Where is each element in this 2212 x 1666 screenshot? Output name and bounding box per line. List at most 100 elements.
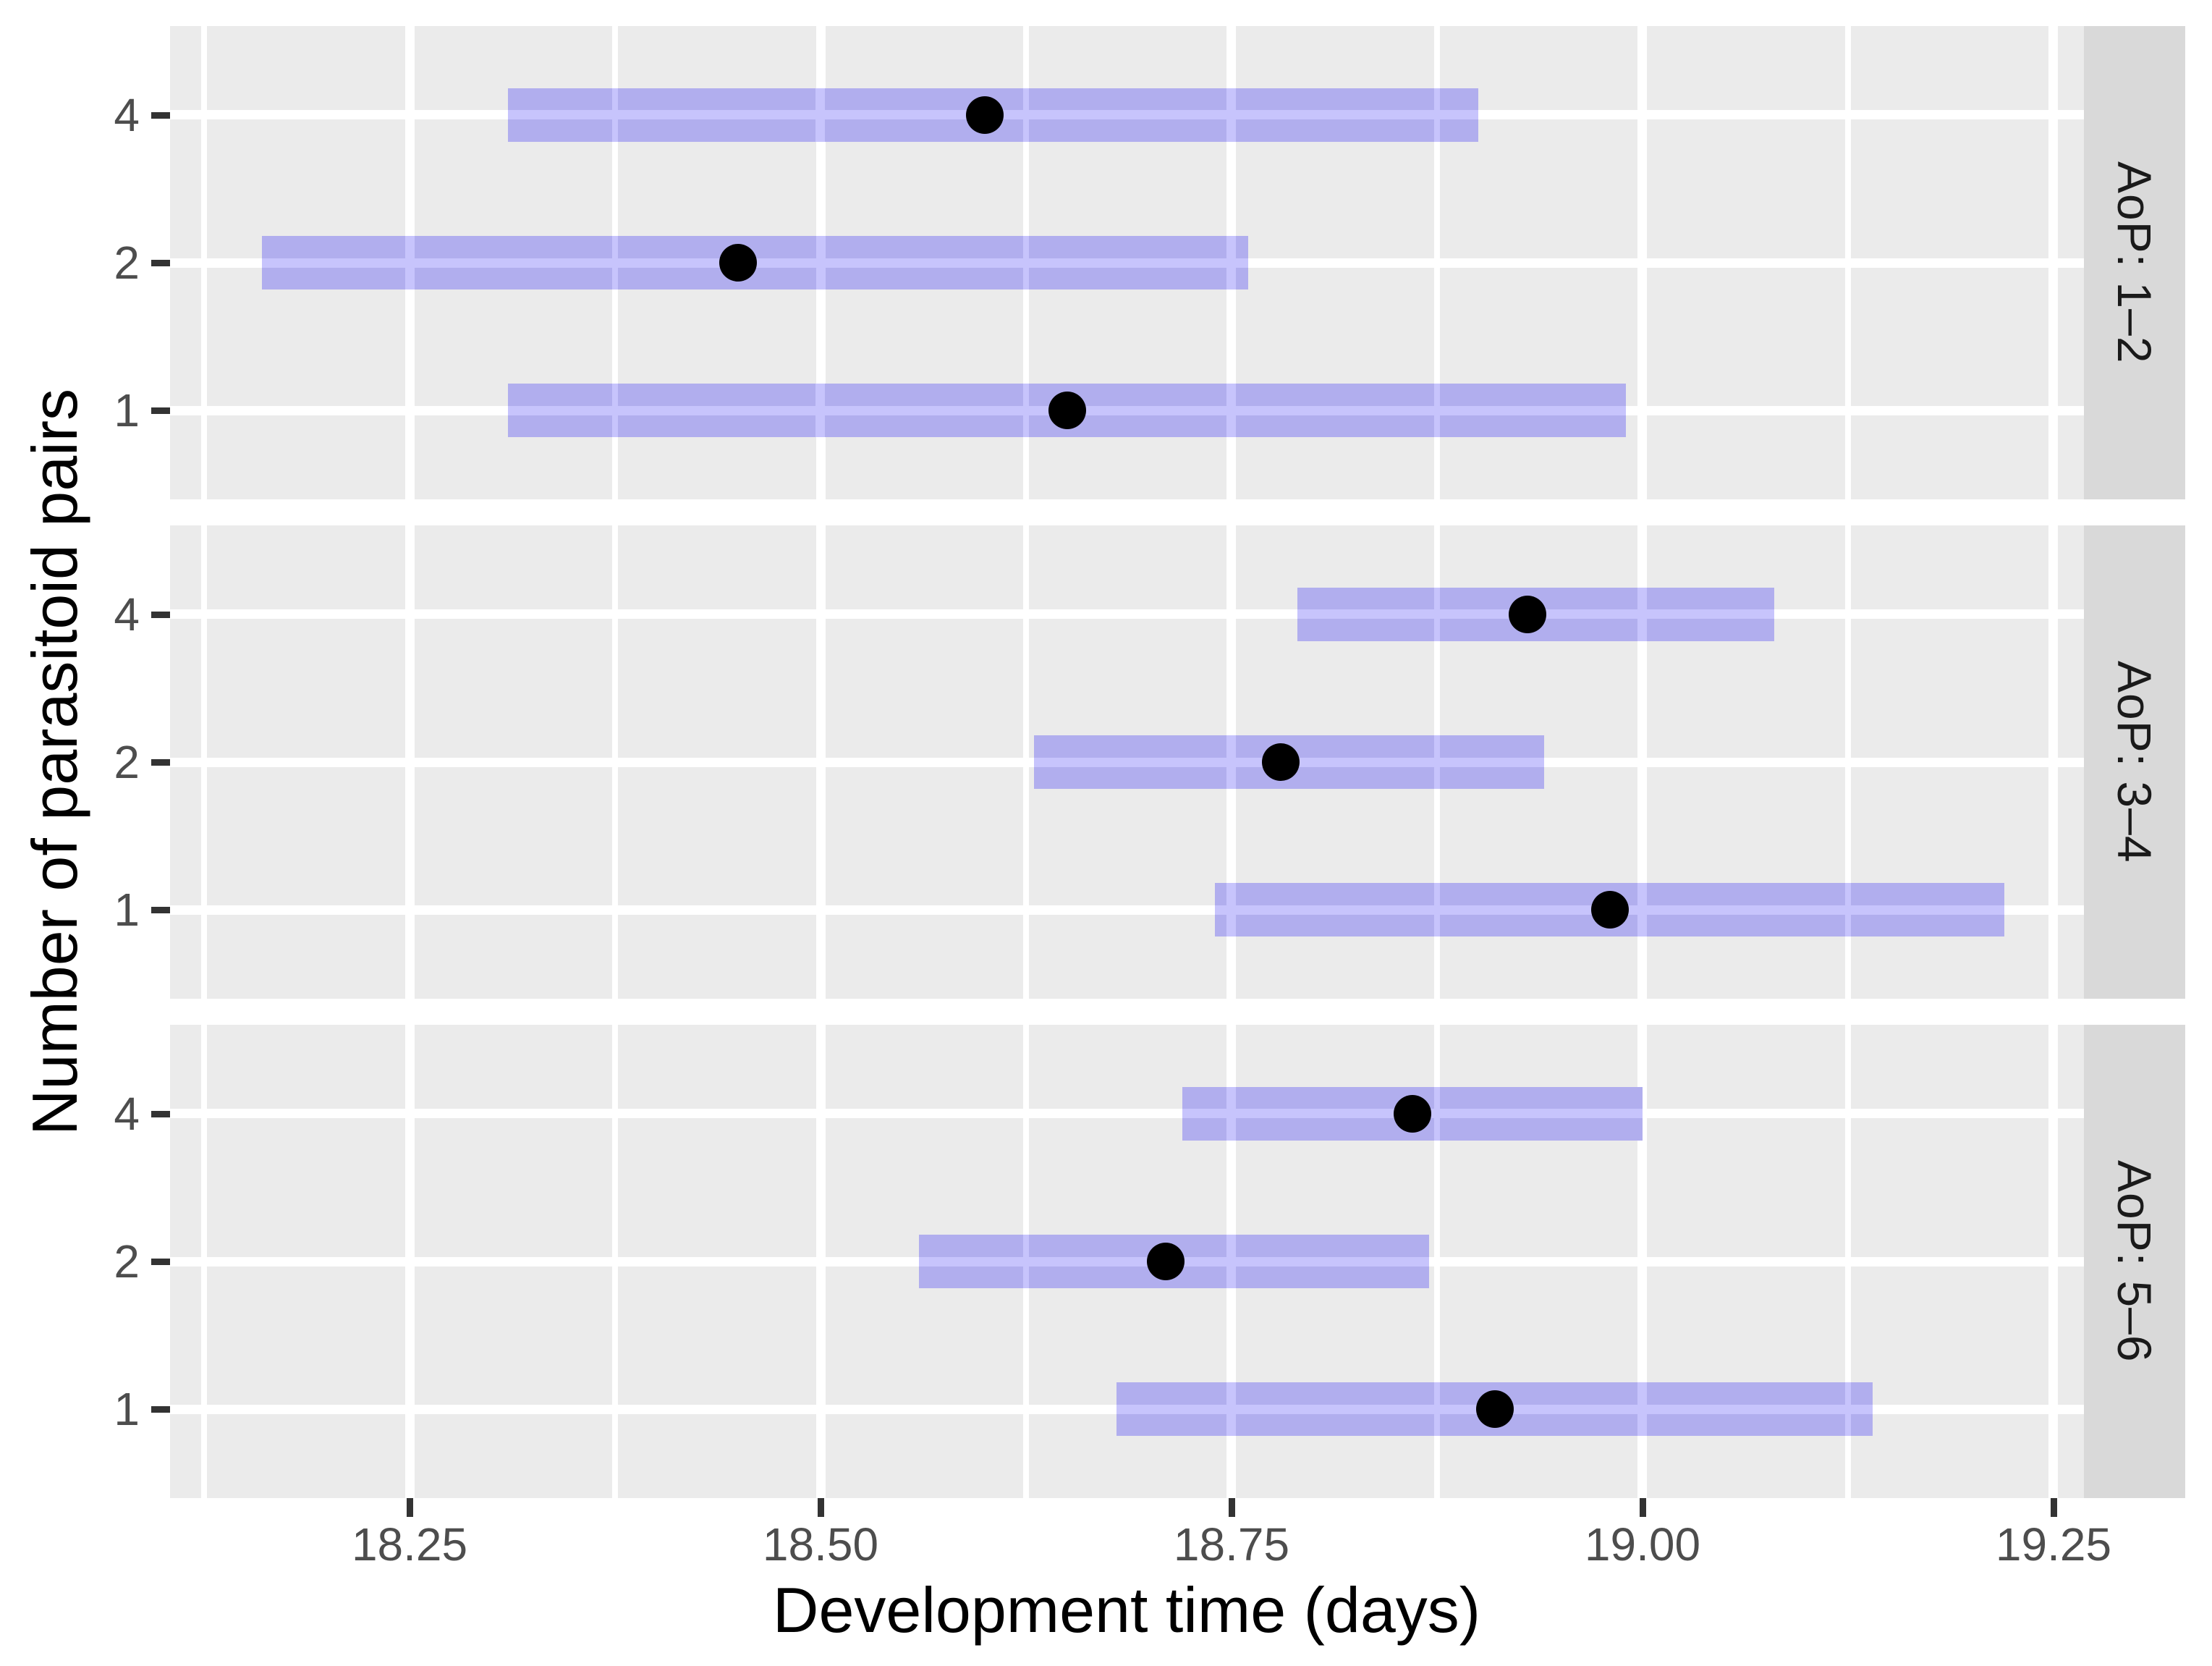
gridline-minor-vertical bbox=[201, 26, 208, 499]
facet-strip: AoP: 1–2 bbox=[2084, 26, 2185, 499]
x-tick-label: 19.00 bbox=[1584, 1518, 1701, 1570]
y-tick-label: 2 bbox=[114, 237, 140, 289]
gridline-minor-vertical bbox=[201, 1025, 208, 1498]
gridline-through-bar-vertical bbox=[1637, 1382, 1648, 1437]
facet-strip: AoP: 3–4 bbox=[2084, 525, 2185, 999]
y-tick-mark bbox=[151, 759, 170, 766]
gridline-minor-vertical bbox=[612, 1025, 619, 1498]
facet-strip-label: AoP: 5–6 bbox=[2108, 1160, 2161, 1363]
estimate-point bbox=[1048, 392, 1086, 430]
gridline-through-bar-vertical bbox=[612, 384, 618, 438]
estimate-point bbox=[1508, 595, 1546, 633]
gridline-minor-vertical bbox=[1844, 525, 1851, 999]
gridline-major-vertical bbox=[2048, 26, 2059, 499]
x-tick-mark bbox=[1639, 1498, 1646, 1517]
gridline-through-bar-vertical bbox=[612, 88, 618, 142]
gridline-through-bar-vertical bbox=[1226, 236, 1237, 289]
facet-panel bbox=[170, 1025, 2084, 1498]
gridline-through-bar-vertical bbox=[1433, 1086, 1440, 1141]
y-tick-mark bbox=[151, 111, 170, 119]
y-tick-mark bbox=[151, 1406, 170, 1413]
gridline-major-vertical bbox=[815, 1025, 826, 1498]
gridline-minor-vertical bbox=[1844, 1025, 1851, 1498]
gridline-through-bar-vertical bbox=[612, 236, 618, 289]
gridline-through-bar-vertical bbox=[404, 236, 415, 289]
gridline-major-vertical bbox=[2048, 1025, 2059, 1498]
gridline-minor-vertical bbox=[201, 525, 208, 999]
y-tick-label: 1 bbox=[114, 884, 140, 936]
y-tick-label: 1 bbox=[114, 1383, 140, 1436]
y-tick-label: 2 bbox=[114, 1235, 140, 1287]
gridline-through-bar-vertical bbox=[1226, 88, 1237, 142]
estimate-point bbox=[1262, 743, 1300, 781]
y-tick-mark bbox=[151, 1259, 170, 1265]
gridline-major-vertical bbox=[1637, 525, 1648, 999]
gridline-through-bar-vertical bbox=[1637, 587, 1648, 641]
gridline-through-bar-vertical bbox=[1226, 1086, 1237, 1141]
y-tick-mark bbox=[151, 260, 170, 266]
y-tick-mark bbox=[151, 611, 170, 618]
gridline-minor-vertical bbox=[1433, 1025, 1440, 1498]
gridline-through-bar-vertical bbox=[815, 236, 826, 289]
gridline-major-vertical bbox=[1637, 1025, 1648, 1498]
gridline-through-bar-vertical bbox=[1844, 883, 1851, 937]
y-tick-mark bbox=[151, 907, 170, 914]
estimate-point bbox=[1590, 891, 1629, 929]
x-tick-label: 18.50 bbox=[762, 1518, 879, 1570]
gridline-minor-vertical bbox=[1433, 26, 1440, 499]
y-tick-label: 4 bbox=[114, 588, 140, 640]
gridline-through-bar-vertical bbox=[1637, 883, 1648, 937]
gridline-through-bar-vertical bbox=[1226, 883, 1237, 937]
y-tick-label: 2 bbox=[114, 736, 140, 788]
facet-strip-label: AoP: 1–2 bbox=[2108, 161, 2161, 364]
y-tick-label: 4 bbox=[114, 88, 140, 141]
gridline-through-bar-vertical bbox=[1433, 883, 1440, 937]
gridline-through-bar-vertical bbox=[1023, 236, 1029, 289]
x-tick-label: 18.25 bbox=[351, 1518, 468, 1570]
estimate-point bbox=[1475, 1390, 1514, 1429]
x-tick-mark bbox=[2050, 1498, 2057, 1517]
estimate-point bbox=[719, 244, 758, 282]
gridline-through-bar-vertical bbox=[1844, 1382, 1851, 1437]
interval-bar bbox=[1034, 735, 1544, 789]
gridline-through-bar-vertical bbox=[1022, 384, 1029, 438]
estimate-point bbox=[1393, 1094, 1431, 1133]
gridline-major-horizontal bbox=[170, 609, 2084, 620]
estimate-point bbox=[1147, 1243, 1185, 1280]
gridline-through-bar-vertical bbox=[1226, 1235, 1237, 1288]
gridline-major-vertical bbox=[404, 525, 415, 999]
y-tick-label: 1 bbox=[114, 384, 140, 437]
gridline-through-bar-vertical bbox=[1433, 1382, 1440, 1437]
gridline-minor-vertical bbox=[612, 525, 619, 999]
gridline-major-vertical bbox=[404, 1025, 415, 1498]
x-tick-label: 19.25 bbox=[1995, 1518, 2112, 1570]
x-tick-mark bbox=[407, 1498, 414, 1517]
y-tick-mark bbox=[151, 1110, 170, 1117]
gridline-through-bar-vertical bbox=[1226, 735, 1237, 789]
gridline-major-vertical bbox=[1637, 26, 1648, 499]
facet-panel bbox=[170, 26, 2084, 499]
y-tick-mark bbox=[151, 407, 170, 415]
x-axis-title: Development time (days) bbox=[772, 1574, 1481, 1646]
x-tick-label: 18.75 bbox=[1173, 1518, 1290, 1570]
gridline-minor-vertical bbox=[1844, 26, 1851, 499]
facet-panel bbox=[170, 525, 2084, 999]
gridline-through-bar-vertical bbox=[1433, 88, 1440, 142]
gridline-through-bar-vertical bbox=[1022, 1235, 1029, 1288]
gridline-through-bar-vertical bbox=[1433, 587, 1440, 641]
gridline-through-bar-vertical bbox=[1226, 384, 1237, 438]
gridline-through-bar-vertical bbox=[1022, 88, 1029, 142]
gridline-through-bar-vertical bbox=[815, 384, 826, 438]
estimate-point bbox=[966, 96, 1004, 134]
gridline-major-vertical bbox=[2048, 525, 2059, 999]
gridline-through-bar-vertical bbox=[1226, 1382, 1237, 1437]
y-tick-label: 4 bbox=[114, 1087, 140, 1140]
x-tick-mark bbox=[1228, 1498, 1235, 1517]
x-tick-mark bbox=[818, 1498, 824, 1517]
facet-strip-label: AoP: 3–4 bbox=[2108, 661, 2161, 863]
gridline-through-bar-vertical bbox=[1433, 735, 1440, 789]
facet-strip: AoP: 5–6 bbox=[2084, 1025, 2185, 1498]
gridline-through-bar-vertical bbox=[815, 88, 826, 142]
gridline-minor-vertical bbox=[1023, 525, 1029, 999]
